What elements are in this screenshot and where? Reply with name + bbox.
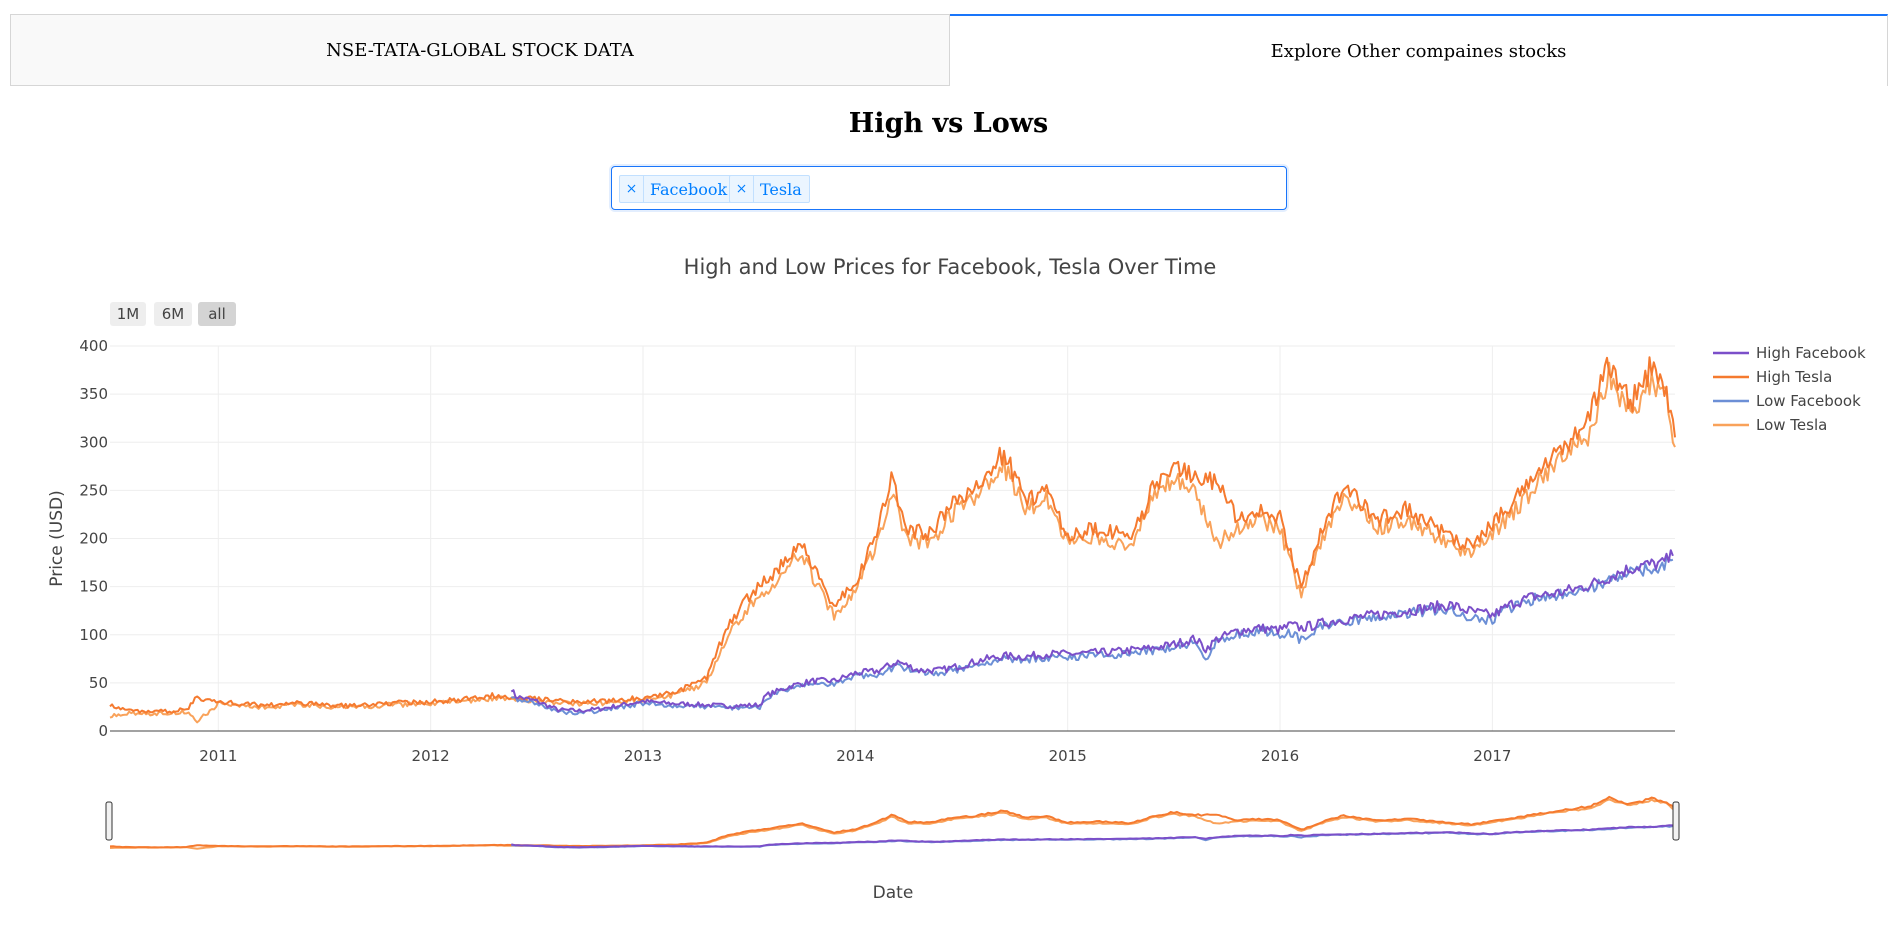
range-button-bg xyxy=(198,302,236,326)
range-slider-bg xyxy=(109,797,1676,853)
series-line-low-tesla xyxy=(109,361,1676,724)
series-lines xyxy=(109,356,1676,724)
y-tick-labels: 0 50 100 150 200 250 300 350 400 xyxy=(79,337,108,740)
x-tick-label: 2014 xyxy=(836,747,874,765)
tab-bar: NSE-TATA-GLOBAL STOCK DATA Explore Other… xyxy=(10,14,1888,86)
y-tick-label: 200 xyxy=(79,530,108,548)
x-tick-label: 2015 xyxy=(1049,747,1087,765)
x-tick-label: 2013 xyxy=(624,747,662,765)
x-tick-label: 2016 xyxy=(1261,747,1299,765)
series-line-high-tesla xyxy=(109,356,1676,714)
range-slider-line xyxy=(511,824,1673,849)
range-button-label: 1M xyxy=(117,305,140,323)
x-tick-label: 2012 xyxy=(412,747,450,765)
x-tick-label: 2017 xyxy=(1473,747,1511,765)
range-button-6m[interactable]: 6M xyxy=(154,302,192,326)
x-axis-label: Date xyxy=(873,883,914,903)
remove-facebook-icon[interactable]: × xyxy=(620,176,644,202)
range-button-bg xyxy=(110,302,146,326)
y-tick-label: 100 xyxy=(79,626,108,644)
chart-title: High and Low Prices for Facebook, Tesla … xyxy=(684,255,1217,279)
legend-label: Low Tesla xyxy=(1756,416,1827,434)
legend-label: High Tesla xyxy=(1756,368,1832,386)
range-slider-handle-right[interactable] xyxy=(1672,801,1680,841)
chart-svg: High and Low Prices for Facebook, Tesla … xyxy=(47,255,1866,903)
high-low-chart: High and Low Prices for Facebook, Tesla … xyxy=(0,240,1897,920)
range-button-label: 6M xyxy=(162,305,185,323)
tab-nse-tata-global[interactable]: NSE-TATA-GLOBAL STOCK DATA xyxy=(10,14,950,86)
tab-explore-other-companies[interactable]: Explore Other compaines stocks xyxy=(950,14,1888,86)
range-button-bg xyxy=(154,302,192,326)
legend-item-high-tesla[interactable]: High Tesla xyxy=(1713,368,1832,386)
selected-tag-tesla: × Tesla xyxy=(729,175,810,203)
range-selector: 1M 6M all xyxy=(110,302,236,326)
y-tick-label: 250 xyxy=(79,481,108,499)
range-slider-handle-left[interactable] xyxy=(105,801,113,841)
legend-label: High Facebook xyxy=(1756,344,1866,362)
series-line-high-facebook xyxy=(510,549,1674,713)
remove-tesla-icon[interactable]: × xyxy=(730,176,754,202)
company-multi-select[interactable]: × Facebook × Tesla xyxy=(611,166,1287,210)
range-button-all[interactable]: all xyxy=(198,302,236,326)
y-tick-label: 350 xyxy=(79,385,108,403)
tab-label: Explore Other compaines stocks xyxy=(1270,40,1567,62)
y-tick-label: 0 xyxy=(98,722,108,740)
legend-label: Low Facebook xyxy=(1756,392,1861,410)
range-button-label: all xyxy=(208,305,226,323)
y-tick-label: 400 xyxy=(79,337,108,355)
y-axis-label: Price (USD) xyxy=(47,490,67,586)
y-gridlines xyxy=(110,345,1675,684)
tab-label: NSE-TATA-GLOBAL STOCK DATA xyxy=(326,39,634,61)
selected-tag-facebook: × Facebook xyxy=(619,175,736,203)
x-tick-label: 2011 xyxy=(199,747,237,765)
legend-item-low-facebook[interactable]: Low Facebook xyxy=(1713,392,1861,410)
y-tick-label: 150 xyxy=(79,578,108,596)
legend-item-high-facebook[interactable]: High Facebook xyxy=(1713,344,1866,362)
range-slider[interactable] xyxy=(105,795,1680,853)
range-slider-line xyxy=(109,795,1676,849)
x-tick-labels: 2011 2012 2013 2014 2015 2016 2017 xyxy=(199,747,1511,765)
y-tick-label: 50 xyxy=(89,674,108,692)
range-button-1m[interactable]: 1M xyxy=(110,302,146,326)
tag-label: Facebook xyxy=(650,179,728,199)
page-title: High vs Lows xyxy=(848,108,1049,139)
legend: High Facebook High Tesla Low Facebook Low T… xyxy=(1713,344,1866,434)
series-line-low-facebook xyxy=(511,555,1674,716)
legend-item-low-tesla[interactable]: Low Tesla xyxy=(1713,416,1827,434)
y-tick-label: 300 xyxy=(79,433,108,451)
tag-label: Tesla xyxy=(760,179,802,199)
